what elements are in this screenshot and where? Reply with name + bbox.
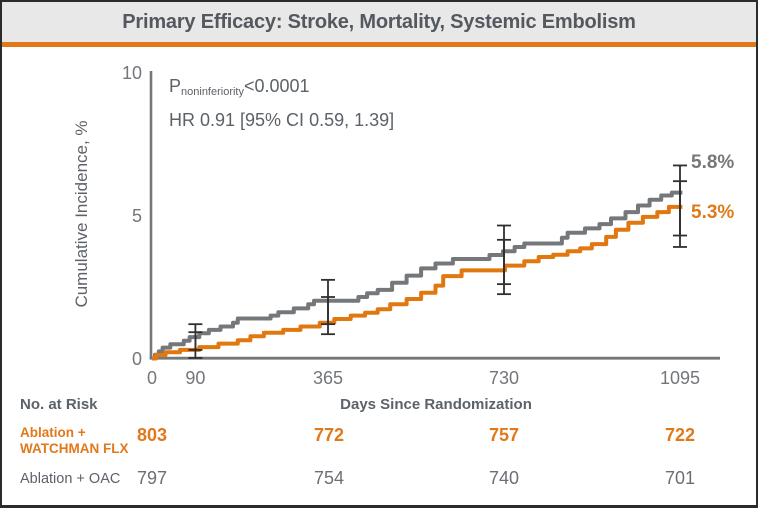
x-tick-label: 90	[185, 368, 205, 388]
risk-row-watchman-label-line2: WATCHMAN FLX	[20, 441, 129, 456]
risk-value: 772	[313, 425, 345, 445]
y-tick-label: 10	[122, 63, 142, 83]
title-bar: Primary Efficacy: Stroke, Mortality, Sys…	[2, 2, 756, 42]
risk-row-oac-label: Ablation + OAC	[20, 471, 121, 487]
risk-table-header: No. at Risk	[20, 396, 98, 413]
stats-annotation: Pnoninferiority<0.0001 HR 0.91 [95% CI 0…	[169, 72, 394, 134]
risk-value: 803	[136, 425, 168, 445]
risk-value: 797	[136, 468, 168, 488]
risk-row-watchman-label-line1: Ablation +	[20, 425, 86, 440]
x-tick-label: 730	[489, 368, 519, 388]
page-title: Primary Efficacy: Stroke, Mortality, Sys…	[122, 10, 636, 33]
x-axis-title: Days Since Randomization	[340, 396, 532, 413]
series-curve-ablation-oac	[152, 190, 683, 361]
risk-value: 740	[488, 468, 520, 488]
p-prefix: P	[169, 76, 182, 96]
y-tick-label: 0	[132, 349, 142, 369]
end-label-oac: 5.8%	[691, 152, 735, 173]
end-label-watchman: 5.3%	[691, 202, 735, 223]
risk-value: 701	[664, 468, 696, 488]
x-tick-label: 365	[313, 368, 343, 388]
accent-rule	[2, 42, 756, 47]
risk-value: 754	[313, 468, 345, 488]
x-tick-label: 1095	[660, 368, 700, 388]
series-curve-ablation-watchman-flx	[152, 204, 683, 361]
hazard-ratio-line: HR 0.91 [95% CI 0.59, 1.39]	[169, 110, 395, 130]
risk-value: 757	[488, 425, 520, 445]
y-tick-label: 5	[132, 206, 142, 226]
x-tick-label: 0	[147, 368, 157, 388]
p-value-line: Pnoninferiority<0.0001	[169, 72, 394, 106]
risk-value: 722	[664, 425, 696, 445]
p-value: <0.0001	[244, 76, 310, 96]
p-subscript: noninferiority	[181, 86, 244, 98]
y-axis-title: Cumulative Incidence, %	[72, 120, 91, 308]
